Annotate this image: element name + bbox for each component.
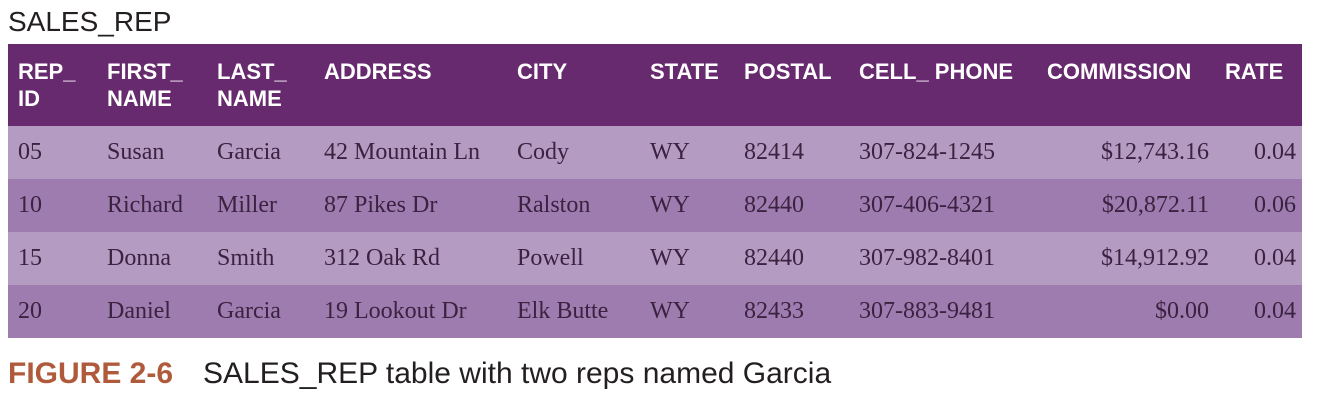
cell-rate: 0.04 [1254,245,1296,271]
cell-commission: $0.00 [1155,298,1209,324]
cell-rep-id: 20 [18,298,42,324]
cell-first-name: Daniel [107,298,171,324]
cell-rate: 0.04 [1254,298,1296,324]
sales-rep-table: REP_ ID FIRST_ NAME LAST_ NAME ADDRESS C… [8,44,1302,338]
cell-last-name: Miller [217,192,277,218]
table-row: 15 Donna Smith 312 Oak Rd Powell WY 8244… [8,232,1302,285]
cell-state: WY [650,192,690,218]
column-header-rate: RATE [1225,59,1284,84]
column-header-cell-phone: CELL_ PHONE [859,59,1014,84]
cell-cell-phone: 307-883-9481 [859,298,995,324]
table-row: 20 Daniel Garcia 19 Lookout Dr Elk Butte… [8,285,1302,338]
cell-cell-phone: 307-406-4321 [859,192,995,218]
column-header-city: CITY [517,59,568,84]
cell-commission: $14,912.92 [1101,245,1209,271]
table-row: 10 Richard Miller 87 Pikes Dr Ralston WY… [8,179,1302,232]
column-header-first-name: FIRST_ NAME [107,59,183,111]
cell-first-name: Susan [107,139,165,165]
cell-address: 42 Mountain Ln [324,139,480,165]
cell-first-name: Richard [107,192,183,218]
figure-caption: FIGURE 2-6 SALES_REP table with two reps … [8,352,831,396]
cell-city: Ralston [517,192,591,218]
cell-postal: 82440 [744,192,804,218]
cell-postal: 82440 [744,245,804,271]
cell-city: Cody [517,139,570,165]
cell-state: WY [650,139,690,165]
figure-caption-text: SALES_REP table with two reps named Garc… [203,357,832,390]
cell-rep-id: 15 [18,245,42,271]
cell-rep-id: 05 [18,139,42,165]
column-header-address: ADDRESS [324,59,432,84]
column-header-state: STATE [650,59,719,84]
cell-postal: 82414 [744,139,804,165]
cell-postal: 82433 [744,298,804,324]
header-row: REP_ ID FIRST_ NAME LAST_ NAME ADDRESS C… [8,44,1302,126]
column-header-last-name: LAST_ NAME [217,59,287,111]
cell-rep-id: 10 [18,192,42,218]
cell-address: 87 Pikes Dr [324,192,438,218]
cell-commission: $12,743.16 [1101,139,1209,165]
cell-last-name: Garcia [217,298,281,324]
cell-cell-phone: 307-824-1245 [859,139,995,165]
cell-cell-phone: 307-982-8401 [859,245,995,271]
cell-rate: 0.06 [1254,192,1296,218]
cell-address: 312 Oak Rd [324,245,440,271]
table-title: SALES_REP [8,6,172,37]
cell-first-name: Donna [107,245,171,271]
column-header-commission: COMMISSION [1047,59,1192,84]
cell-rate: 0.04 [1254,139,1296,165]
column-header-rep-id: REP_ ID [18,59,76,111]
cell-last-name: Smith [217,245,275,271]
cell-address: 19 Lookout Dr [324,298,467,324]
cell-last-name: Garcia [217,139,281,165]
sales-rep-table-container: REP_ ID FIRST_ NAME LAST_ NAME ADDRESS C… [8,44,1302,338]
column-header-postal: POSTAL [744,59,832,84]
figure-label: FIGURE 2-6 [8,357,174,390]
cell-state: WY [650,298,690,324]
cell-city: Powell [517,245,584,271]
cell-city: Elk Butte [517,298,609,324]
table-row: 05 Susan Garcia 42 Mountain Ln Cody WY 8… [8,126,1302,179]
cell-state: WY [650,245,690,271]
cell-commission: $20,872.11 [1101,192,1209,218]
